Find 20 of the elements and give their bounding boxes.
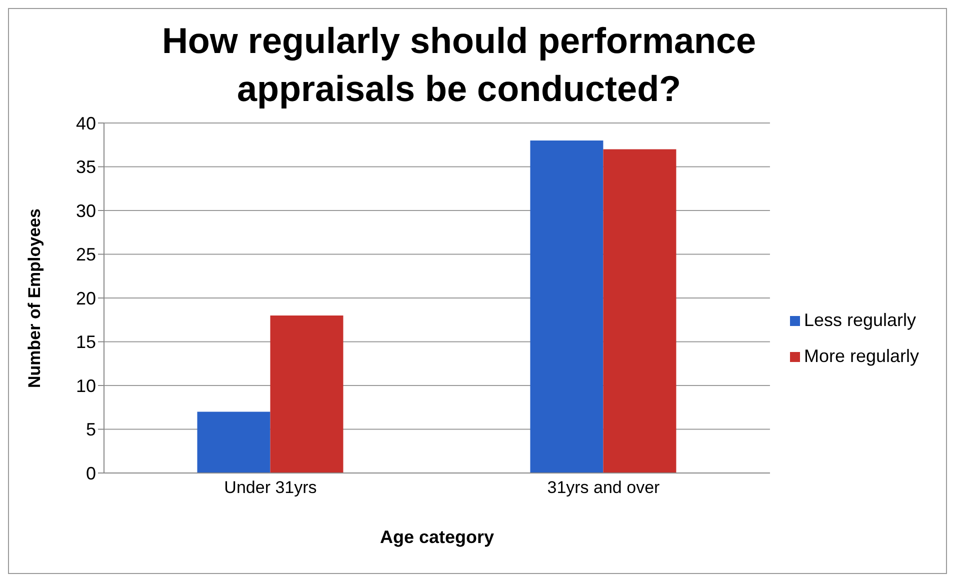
legend-label: More regularly [804,346,919,366]
bar [603,149,676,473]
legend-label: Less regularly [804,310,916,330]
y-tick-label: 0 [86,463,96,484]
y-tick-label: 5 [86,420,96,440]
y-tick-label: 20 [76,288,96,308]
y-tick-label: 35 [76,157,96,178]
bar [270,316,344,473]
chart-title: How regularly should performance appraisals be conducted? [160,19,758,111]
x-axis-title: Age category [380,527,494,547]
y-tick-label: 10 [76,376,96,396]
x-tick-label: Under 31yrs [224,478,317,498]
y-axis-title: Number of Employees [25,208,44,388]
y-tick-label: 15 [76,332,96,352]
y-tick-label: 40 [76,113,96,134]
bar [530,140,604,473]
bar [197,412,270,473]
x-tick-label: 31yrs and over [547,478,660,498]
y-tick-label: 30 [76,200,96,221]
y-tick-label: 25 [76,244,96,265]
